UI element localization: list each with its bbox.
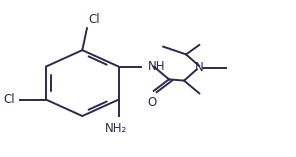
Text: NH₂: NH₂	[104, 122, 127, 135]
Text: NH: NH	[148, 60, 166, 73]
Text: Cl: Cl	[89, 13, 100, 26]
Text: O: O	[148, 96, 157, 109]
Text: N: N	[195, 61, 204, 74]
Text: Cl: Cl	[3, 93, 15, 106]
